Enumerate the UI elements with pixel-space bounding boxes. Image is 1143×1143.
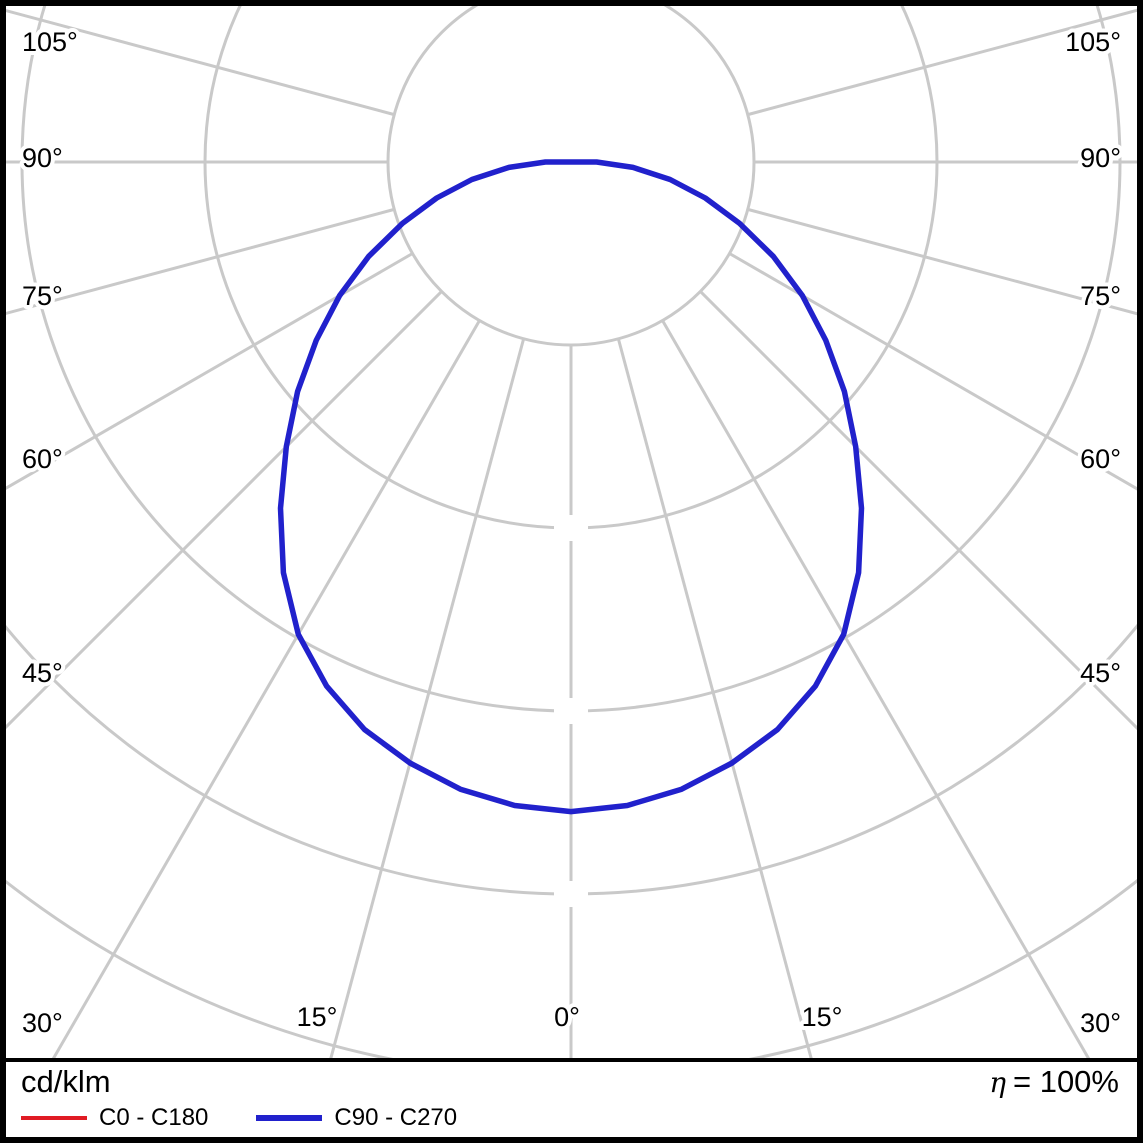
angle-tick-label: 45°: [1080, 658, 1121, 688]
angle-tick-label: 15°: [802, 1002, 843, 1032]
angle-tick-label: 60°: [1080, 444, 1121, 474]
polar-plot: 105° 90° 75° 60° 45° 30° 105° 90° 75° 60° 45° 30° 15…: [0, 0, 1143, 1058]
angle-tick-label: 90°: [22, 143, 63, 173]
angle-tick-label: 15°: [297, 1002, 338, 1032]
grid-radial-line: [329, 338, 526, 1058]
legend-line-swatch: [256, 1115, 323, 1121]
angle-tick-label: 0°: [554, 1002, 580, 1032]
unit-label: cd/klm: [21, 1064, 111, 1099]
angle-tick-label: 30°: [22, 1008, 63, 1038]
legend-label: C0 - C180: [99, 1104, 209, 1131]
grid-radial-line: [747, 7, 1143, 117]
legend-item: C0 - C180: [21, 1104, 208, 1132]
legend-line-swatch: [21, 1116, 87, 1120]
grid-radial-line: [51, 319, 481, 1058]
plot-footer-divider: [0, 1058, 1143, 1062]
angle-tick-label: 75°: [22, 281, 63, 311]
radial-value-blank: [554, 515, 588, 541]
chart-footer: cd/klm η = 100% C0 - C180 C90 - C270: [0, 1062, 1143, 1143]
eta-symbol: η: [989, 1066, 1006, 1099]
efficiency-label: η = 100%: [989, 1064, 1119, 1100]
angle-tick-label: 90°: [1080, 143, 1121, 173]
radial-value-blank: [554, 881, 588, 907]
angle-tick-label: 45°: [22, 658, 63, 688]
angle-tick-label: 105°: [1065, 27, 1121, 57]
grid-radial-line: [747, 207, 1143, 317]
legend-label: C90 - C270: [334, 1104, 458, 1131]
angle-tick-label: 105°: [22, 27, 78, 57]
radial-value-blank: [554, 698, 588, 724]
grid-radial-line: [0, 252, 414, 494]
efficiency-value: = 100%: [1012, 1064, 1119, 1099]
grid-radial-line: [0, 7, 395, 117]
angle-tick-label: 60°: [22, 444, 63, 474]
grid-radial-line: [0, 207, 395, 317]
legend-item: C90 - C270: [256, 1104, 457, 1132]
angle-tick-label: 30°: [1080, 1008, 1121, 1038]
grid-ring: [386, 0, 756, 347]
curve-C90-C270: [277, 159, 865, 815]
grid-radial-line: [728, 252, 1143, 494]
grid-radial-line: [616, 338, 813, 1058]
legend: C0 - C180 C90 - C270: [21, 1104, 457, 1132]
grid-radial-line: [661, 319, 1091, 1058]
angle-tick-label: 75°: [1080, 281, 1121, 311]
